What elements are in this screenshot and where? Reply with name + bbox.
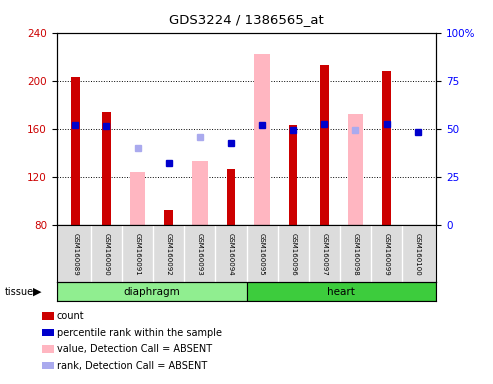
Text: GSM160099: GSM160099 bbox=[384, 233, 389, 276]
Bar bbox=[246, 282, 436, 301]
Bar bbox=[130, 172, 145, 225]
Bar bbox=[289, 125, 297, 225]
Text: ▶: ▶ bbox=[33, 287, 41, 297]
Text: GSM160093: GSM160093 bbox=[197, 233, 203, 276]
Text: percentile rank within the sample: percentile rank within the sample bbox=[57, 328, 222, 338]
Text: value, Detection Call = ABSENT: value, Detection Call = ABSENT bbox=[57, 344, 212, 354]
Text: GSM160100: GSM160100 bbox=[415, 233, 421, 276]
Bar bbox=[348, 114, 363, 225]
Bar bbox=[57, 282, 246, 301]
Text: GSM160092: GSM160092 bbox=[166, 233, 172, 276]
Text: GSM160091: GSM160091 bbox=[135, 233, 141, 276]
Text: GDS3224 / 1386565_at: GDS3224 / 1386565_at bbox=[169, 13, 324, 26]
Text: GSM160094: GSM160094 bbox=[228, 233, 234, 276]
Bar bbox=[165, 210, 173, 225]
Text: GSM160097: GSM160097 bbox=[321, 233, 327, 276]
Text: tissue: tissue bbox=[5, 287, 34, 297]
Bar bbox=[71, 77, 80, 225]
Text: GSM160090: GSM160090 bbox=[104, 233, 109, 276]
Bar bbox=[102, 112, 111, 225]
Bar bbox=[254, 54, 270, 225]
Bar bbox=[320, 65, 328, 225]
Text: diaphragm: diaphragm bbox=[123, 287, 180, 297]
Bar bbox=[227, 169, 235, 225]
Text: GSM160096: GSM160096 bbox=[290, 233, 296, 276]
Text: heart: heart bbox=[327, 287, 355, 297]
Text: GSM160089: GSM160089 bbox=[72, 233, 78, 276]
Text: GSM160098: GSM160098 bbox=[352, 233, 358, 276]
Bar bbox=[382, 71, 391, 225]
Bar bbox=[192, 161, 208, 225]
Text: count: count bbox=[57, 311, 84, 321]
Text: rank, Detection Call = ABSENT: rank, Detection Call = ABSENT bbox=[57, 361, 207, 371]
Text: GSM160095: GSM160095 bbox=[259, 233, 265, 276]
